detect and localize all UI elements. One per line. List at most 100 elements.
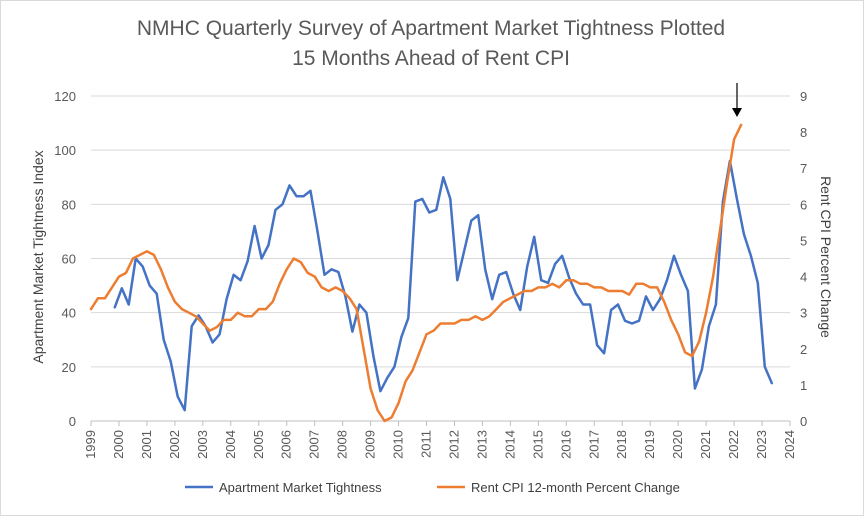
- data-point-rent-cpi: [97, 297, 99, 299]
- data-point-rent-cpi: [258, 308, 260, 310]
- data-point-rent-cpi: [523, 290, 525, 292]
- chart-title-line-1: NMHC Quarterly Survey of Apartment Marke…: [137, 17, 725, 40]
- x-tick-label-2006: 2006: [279, 430, 294, 459]
- data-point-rent-cpi: [446, 322, 448, 324]
- data-point-rent-cpi: [369, 387, 371, 389]
- data-point-rent-cpi: [167, 286, 169, 288]
- data-point-rent-cpi: [376, 409, 378, 411]
- data-point-rent-cpi: [439, 322, 441, 324]
- data-point-tightness: [274, 209, 276, 211]
- data-point-rent-cpi: [607, 290, 609, 292]
- data-point-tightness: [624, 320, 626, 322]
- data-point-rent-cpi: [244, 315, 246, 317]
- data-point-tightness: [743, 233, 745, 235]
- left-tick-label-80: 80: [62, 197, 76, 212]
- data-point-rent-cpi: [432, 330, 434, 332]
- right-tick-label-2: 2: [800, 342, 807, 357]
- data-point-rent-cpi: [209, 330, 211, 332]
- data-point-tightness: [533, 236, 535, 238]
- peak-arrow-annotation: [732, 83, 742, 117]
- data-point-tightness: [184, 409, 186, 411]
- data-point-tightness: [456, 279, 458, 281]
- data-point-tightness: [589, 303, 591, 305]
- data-point-tightness: [218, 333, 220, 335]
- data-point-tightness: [715, 303, 717, 305]
- data-point-tightness: [771, 382, 773, 384]
- x-tick-label-2001: 2001: [139, 430, 154, 459]
- data-point-rent-cpi: [579, 283, 581, 285]
- right-y-tick-labels: 0 1 2 3 4 5 6 7 8 9: [800, 89, 807, 429]
- x-tick-label-2020: 2020: [670, 430, 685, 459]
- data-point-tightness: [407, 317, 409, 319]
- data-point-rent-cpi: [649, 286, 651, 288]
- data-point-rent-cpi: [488, 315, 490, 317]
- data-point-tightness: [491, 298, 493, 300]
- x-tick-label-2022: 2022: [726, 430, 741, 459]
- data-point-rent-cpi: [467, 319, 469, 321]
- data-point-rent-cpi: [572, 279, 574, 281]
- right-tick-label-7: 7: [800, 161, 807, 176]
- data-point-rent-cpi: [628, 293, 630, 295]
- data-point-tightness: [177, 395, 179, 397]
- x-tick-label-2005: 2005: [251, 430, 266, 459]
- data-point-tightness: [197, 314, 199, 316]
- x-tick-label-2008: 2008: [335, 430, 350, 459]
- data-point-tightness: [351, 330, 353, 332]
- data-point-tightness: [114, 306, 116, 308]
- data-point-rent-cpi: [495, 308, 497, 310]
- data-point-tightness: [302, 195, 304, 197]
- data-point-rent-cpi: [251, 315, 253, 317]
- series-points-tightness: [114, 160, 773, 412]
- data-point-tightness: [414, 200, 416, 202]
- data-point-tightness: [477, 214, 479, 216]
- data-point-rent-cpi: [621, 290, 623, 292]
- data-point-rent-cpi: [272, 301, 274, 303]
- data-point-rent-cpi: [279, 283, 281, 285]
- right-tick-label-6: 6: [800, 197, 807, 212]
- data-point-rent-cpi: [160, 268, 162, 270]
- data-point-rent-cpi: [502, 301, 504, 303]
- data-point-rent-cpi: [223, 319, 225, 321]
- chart-title-line-2: 15 Months Ahead of Rent CPI: [292, 47, 570, 70]
- data-point-rent-cpi: [181, 308, 183, 310]
- data-point-tightness: [449, 198, 451, 200]
- data-point-tightness: [253, 225, 255, 227]
- data-point-tightness: [149, 284, 151, 286]
- data-point-rent-cpi: [404, 380, 406, 382]
- data-point-rent-cpi: [544, 286, 546, 288]
- data-point-rent-cpi: [348, 297, 350, 299]
- legend: Apartment Market Tightness Rent CPI 12-m…: [185, 480, 680, 495]
- x-tick-label-2007: 2007: [307, 430, 322, 459]
- data-point-rent-cpi: [411, 369, 413, 371]
- data-point-tightness: [365, 312, 367, 314]
- data-point-tightness: [708, 325, 710, 327]
- data-point-rent-cpi: [642, 283, 644, 285]
- data-point-tightness: [701, 368, 703, 370]
- x-tick-label-2003: 2003: [195, 430, 210, 459]
- data-point-rent-cpi: [146, 250, 148, 252]
- x-tick-label-2021: 2021: [698, 430, 713, 459]
- data-point-tightness: [330, 268, 332, 270]
- legend-label-tightness: Apartment Market Tightness: [219, 480, 382, 495]
- x-tick-label-2016: 2016: [558, 430, 573, 459]
- data-point-tightness: [379, 390, 381, 392]
- x-tick-label-2013: 2013: [474, 430, 489, 459]
- right-tick-label-8: 8: [800, 125, 807, 140]
- data-point-rent-cpi: [537, 286, 539, 288]
- data-point-rent-cpi: [125, 272, 127, 274]
- data-point-rent-cpi: [558, 286, 560, 288]
- x-tick-label-2024: 2024: [782, 430, 797, 459]
- data-point-tightness: [470, 219, 472, 221]
- data-point-tightness: [659, 298, 661, 300]
- data-point-tightness: [519, 309, 521, 311]
- right-tick-label-9: 9: [800, 89, 807, 104]
- data-point-rent-cpi: [740, 124, 742, 126]
- right-tick-label-4: 4: [800, 270, 807, 285]
- data-point-tightness: [428, 211, 430, 213]
- data-point-rent-cpi: [328, 290, 330, 292]
- data-point-tightness: [484, 268, 486, 270]
- data-point-tightness: [680, 274, 682, 276]
- data-point-tightness: [442, 176, 444, 178]
- data-point-rent-cpi: [719, 228, 721, 230]
- data-point-tightness: [561, 255, 563, 257]
